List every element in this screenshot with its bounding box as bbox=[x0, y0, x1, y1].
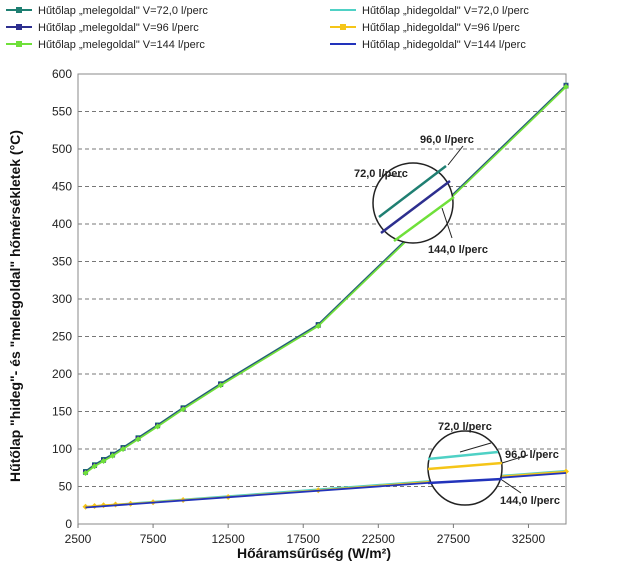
data-point bbox=[135, 436, 142, 443]
annotations: 96,0 l/perc 72,0 l/perc 144,0 l/perc 72,0 l… bbox=[354, 134, 560, 507]
series-line bbox=[84, 84, 567, 473]
x-tick-labels: 2500 7500 12500 17500 22500 27500 32500 bbox=[65, 524, 546, 546]
x-tick-label: 22500 bbox=[362, 532, 396, 546]
legend-entry: Hűtőlap „melegoldal" V=72,0 l/perc bbox=[38, 5, 208, 17]
legend-marker bbox=[16, 7, 22, 13]
zoom-line bbox=[380, 180, 451, 234]
x-tick-label: 32500 bbox=[512, 532, 546, 546]
leader-line bbox=[459, 442, 492, 453]
y-tick-label: 300 bbox=[52, 292, 72, 306]
annotation-label: 96,0 l/perc bbox=[505, 449, 559, 461]
plot-frame bbox=[77, 73, 567, 525]
data-point bbox=[563, 83, 569, 90]
legend-marker bbox=[340, 24, 346, 30]
data-point bbox=[91, 463, 98, 470]
x-tick-label: 27500 bbox=[437, 532, 471, 546]
annotation-label: 144,0 l/perc bbox=[500, 495, 560, 507]
leader-line bbox=[441, 207, 453, 239]
data-point bbox=[180, 406, 187, 413]
x-tick-label: 2500 bbox=[65, 532, 92, 546]
y-tick-label: 100 bbox=[52, 442, 72, 456]
x-tick-label: 7500 bbox=[140, 532, 167, 546]
zoom-line bbox=[378, 165, 447, 218]
data-point bbox=[154, 423, 161, 430]
data-point bbox=[109, 452, 116, 459]
legend-entry: Hűtőlap „hidegoldal" V=72,0 l/perc bbox=[362, 5, 529, 17]
data-point bbox=[82, 470, 89, 476]
series-lines bbox=[82, 82, 569, 510]
zoom-line bbox=[427, 461, 503, 471]
data-point bbox=[315, 323, 322, 329]
zoom-line bbox=[393, 195, 455, 243]
x-axis-title: Hőáramsűrűség (W/m²) bbox=[237, 545, 391, 561]
y-tick-label: 600 bbox=[52, 67, 72, 81]
annotation-label: 144,0 l/perc bbox=[428, 244, 488, 256]
leader-line bbox=[387, 174, 403, 178]
y-tick-label: 0 bbox=[65, 517, 72, 531]
y-tick-label: 500 bbox=[52, 142, 72, 156]
y-tick-label: 250 bbox=[52, 330, 72, 344]
legend-entry: Hűtőlap „hidegoldal" V=96 l/perc bbox=[362, 22, 520, 34]
legend-entry: Hűtőlap „melegoldal" V=96 l/perc bbox=[38, 22, 199, 34]
data-point bbox=[120, 446, 127, 452]
annotation-label: 72,0 l/perc bbox=[438, 421, 492, 433]
legend-entry: Hűtőlap „melegoldal" V=144 l/perc bbox=[38, 39, 205, 51]
y-tick-label: 50 bbox=[59, 480, 73, 494]
legend-marker bbox=[16, 24, 22, 30]
y-tick-label: 450 bbox=[52, 180, 72, 194]
y-axis-title: Hűtőlap "hideg"- és "melegoldal" hőmérsé… bbox=[7, 130, 23, 482]
data-point bbox=[100, 458, 107, 464]
leader-line bbox=[501, 479, 522, 494]
leader-line bbox=[501, 454, 529, 464]
zoom-line bbox=[427, 450, 499, 461]
x-tick-label: 17500 bbox=[287, 532, 321, 546]
y-tick-label: 200 bbox=[52, 367, 72, 381]
y-tick-labels: 0 50 100 150 200 250 300 350 400 450 500 550 600 bbox=[52, 67, 72, 531]
legend-entry: Hűtőlap „hidegoldal" V=144 l/perc bbox=[362, 39, 526, 51]
legend-marker bbox=[16, 41, 22, 47]
annotation-label: 96,0 l/perc bbox=[420, 134, 474, 146]
series-line bbox=[84, 86, 567, 474]
y-tick-label: 550 bbox=[52, 105, 72, 119]
series-line bbox=[84, 85, 567, 474]
leader-line bbox=[447, 145, 464, 166]
y-tick-label: 150 bbox=[52, 405, 72, 419]
legend: Hűtőlap „melegoldal" V=72,0 l/perc Hűtőla… bbox=[6, 5, 529, 51]
annotation-label: 72,0 l/perc bbox=[354, 168, 408, 180]
x-tick-label: 12500 bbox=[211, 532, 245, 546]
y-tick-label: 350 bbox=[52, 255, 72, 269]
zoom-line bbox=[427, 477, 503, 485]
y-tick-label: 400 bbox=[52, 217, 72, 231]
data-point bbox=[217, 382, 224, 389]
